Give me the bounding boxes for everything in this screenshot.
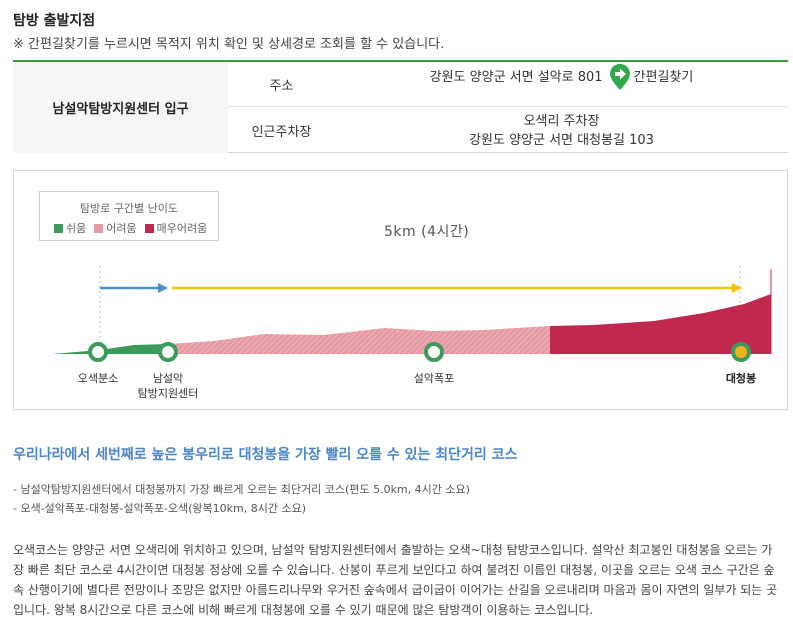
address-label: 주소	[269, 78, 294, 94]
legend-swatch-very-hard	[144, 223, 154, 233]
section-note: ※ 간편길찾기를 누르시면 목적지 위치 확인 및 상세경로 조회를 할 수 있…	[13, 37, 445, 52]
map-pin-arrow-icon	[609, 64, 630, 90]
legend-item-hard: 어려움	[94, 220, 137, 236]
stop-marker-summit	[731, 342, 751, 362]
bullet-item: - 남설악탐방지원센터에서 대청봉까지 가장 빠르게 오르는 최단거리 코스(편…	[13, 483, 470, 496]
legend-title: 탐방로 구간별 난이도	[79, 202, 179, 215]
segment-easy	[52, 344, 168, 354]
address-value: 강원도 양양군 서면 설악로 801	[429, 69, 603, 85]
easy-directions-button[interactable]: 간편길찾기	[609, 63, 694, 91]
stop-label-summit: 대청봉	[725, 372, 757, 385]
section-title: 탐방 출발지점	[13, 13, 96, 29]
elevation-profile	[52, 266, 772, 362]
stop-label-namseorak-line1: 남설악	[152, 372, 184, 385]
walk-arrow-yellow-head	[732, 283, 742, 293]
stop-label-namseorak: 남설악 탐방지원센터	[128, 371, 208, 401]
description-line: 장 빠른 최단 코스로 4시간이면 대청봉 정상에 오를 수 있습니다. 산봉이…	[13, 563, 775, 577]
easy-directions-label: 간편길찾기	[633, 69, 694, 85]
course-description: 오색코스는 양양군 서면 오색리에 위치하고 있으며, 남설악 탐방지원센터에서…	[13, 540, 788, 620]
address-cell: 강원도 양양군 서면 설악로 801 간편길찾기	[335, 62, 788, 106]
segment-hard	[168, 326, 550, 354]
legend-item-easy: 쉬움	[54, 220, 86, 236]
stop-marker-osaek	[88, 342, 108, 362]
description-line: 속 산행이기에 별다른 전망이나 조망은 없지만 아름드리나무와 우거진 숲속에…	[13, 583, 778, 597]
legend-label-easy: 쉬움	[66, 222, 87, 235]
legend-label-very-hard: 매우어려움	[156, 222, 208, 235]
place-name: 남설악탐방지원센터 입구	[13, 62, 228, 153]
course-total: 5km (4시간)	[384, 224, 470, 240]
description-line: 오색코스는 양양군 서면 오색리에 위치하고 있으며, 남설악 탐방지원센터에서…	[13, 543, 773, 557]
stop-label-namseorak-line2: 탐방지원센터	[137, 387, 199, 400]
stop-marker-namseorak	[158, 342, 178, 362]
legend-item-very-hard: 매우어려움	[144, 220, 208, 236]
course-headline: 우리나라에서 세번째로 높은 봉우리로 대청봉을 가장 빨리 오를 수 있는 최…	[13, 447, 518, 463]
parking-row: 인근주차장 오색리 주차장 강원도 양양군 서면 대청봉길 103	[228, 108, 788, 153]
parking-cell: 오색리 주차장 강원도 양양군 서면 대청봉길 103	[335, 108, 788, 153]
bullet-item: - 오색-설악폭포-대청봉-설악폭포-오색(왕복10km, 8시간 소요)	[13, 502, 307, 515]
difficulty-legend: 탐방로 구간별 난이도 쉬움 어려움 매우어려움	[39, 191, 219, 241]
trailhead-info-table: 남설악탐방지원센터 입구 주소 강원도 양양군 서면 설악로 801 간편길찾기…	[13, 60, 788, 153]
legend-swatch-hard	[94, 223, 104, 233]
segment-very-hard	[550, 294, 771, 354]
parking-name: 오색리 주차장	[523, 113, 600, 129]
course-profile-map: 탐방로 구간별 난이도 쉬움 어려움 매우어려움 5km (4시간) 오색분소	[13, 170, 788, 410]
parking-address: 강원도 양양군 서면 대청봉길 103	[469, 132, 654, 148]
legend-label-hard: 어려움	[106, 222, 137, 235]
walk-arrow-blue-head	[158, 283, 168, 293]
stop-label-osaek: 오색분소	[77, 372, 119, 385]
stop-label-falls: 설악폭포	[413, 372, 455, 385]
description-line: 입니다. 왕복 8시간으로 다른 코스에 비해 빠르게 대청봉에 오를 수 있기…	[13, 603, 594, 617]
course-bullets: - 남설악탐방지원센터에서 대청봉까지 가장 빠르게 오르는 최단거리 코스(편…	[13, 480, 470, 518]
stop-marker-falls	[424, 342, 444, 362]
address-row: 주소 강원도 양양군 서면 설악로 801 간편길찾기	[228, 62, 788, 107]
parking-label: 인근주차장	[251, 125, 312, 140]
legend-swatch-easy	[54, 223, 63, 233]
